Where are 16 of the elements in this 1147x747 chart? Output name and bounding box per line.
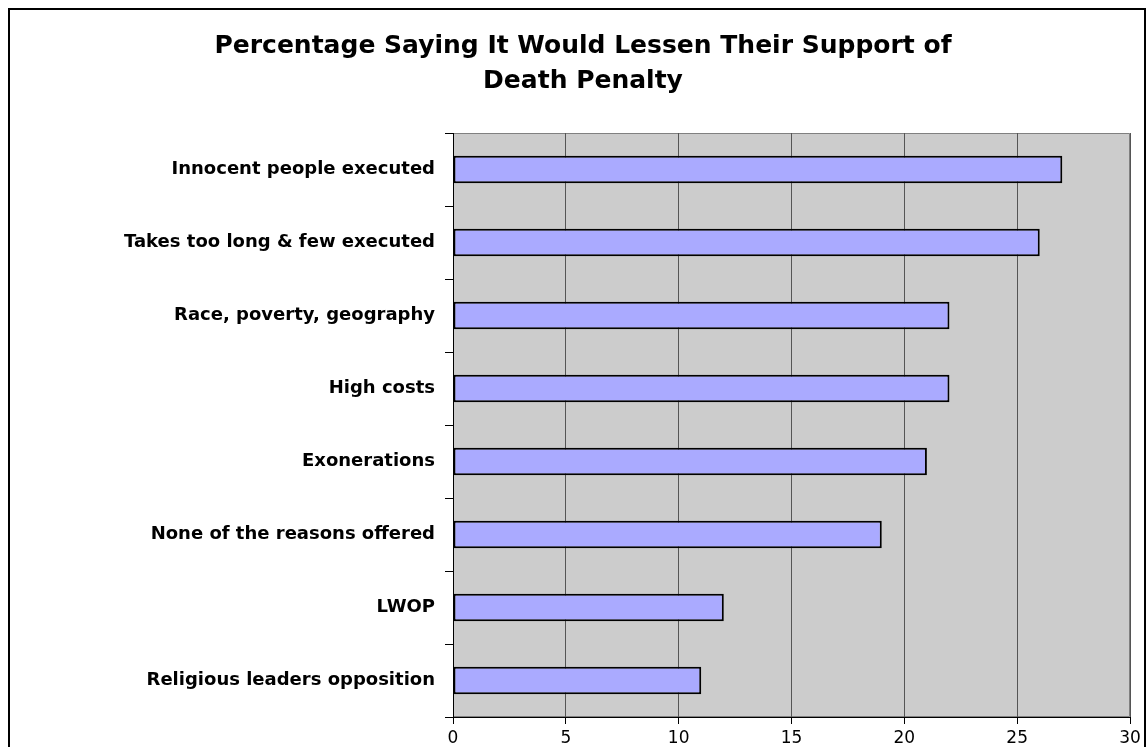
x-tick-label: 30 (1119, 726, 1141, 747)
y-tick-label: Exonerations (302, 449, 435, 471)
x-tick-label: 25 (1006, 726, 1028, 747)
y-tick-label: Innocent people executed (171, 157, 435, 179)
y-tick-label: LWOP (376, 595, 435, 617)
y-tick-label: None of the reasons offered (150, 522, 435, 544)
x-tick-label: 0 (447, 726, 459, 747)
chart-title: Percentage Saying It Would Lessen Their Support of Death Penalty (214, 30, 953, 94)
x-tick-label: 10 (667, 726, 690, 747)
y-tick-label: High costs (328, 376, 435, 398)
x-tick-label: 20 (893, 726, 916, 747)
y-tick-label: Takes too long & few executed (124, 230, 435, 252)
x-tick-label: 15 (780, 726, 803, 747)
x-tick-label: 5 (560, 726, 572, 747)
y-tick-label: Religious leaders opposition (146, 668, 435, 690)
y-tick-label: Race, poverty, geography (174, 303, 436, 325)
